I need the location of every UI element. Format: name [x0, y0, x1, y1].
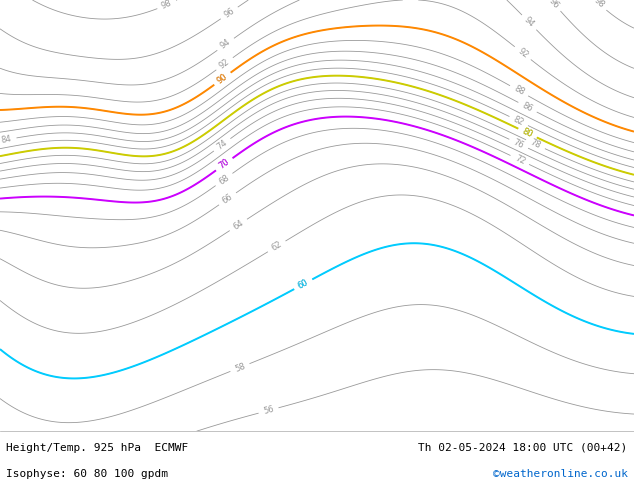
- Text: 80: 80: [521, 127, 534, 140]
- Text: 66: 66: [221, 192, 235, 206]
- Text: 98: 98: [160, 0, 174, 11]
- Text: 70: 70: [217, 157, 231, 171]
- Text: 68: 68: [217, 172, 231, 186]
- Text: 60: 60: [297, 278, 310, 291]
- Text: 98: 98: [592, 0, 605, 10]
- Text: 62: 62: [270, 240, 283, 253]
- Text: 94: 94: [522, 16, 536, 29]
- Text: Isophyse: 60 80 100 gpdm: Isophyse: 60 80 100 gpdm: [6, 468, 169, 479]
- Text: 80: 80: [521, 127, 534, 140]
- Text: 88: 88: [512, 84, 526, 98]
- Text: 56: 56: [262, 405, 275, 416]
- Text: 94: 94: [219, 38, 233, 51]
- Text: 92: 92: [516, 47, 529, 60]
- Text: 92: 92: [217, 57, 231, 71]
- Text: 76: 76: [512, 137, 526, 150]
- Text: 78: 78: [529, 138, 542, 150]
- Text: 82: 82: [512, 115, 526, 127]
- Text: Th 02-05-2024 18:00 UTC (00+42): Th 02-05-2024 18:00 UTC (00+42): [418, 442, 628, 453]
- Text: 64: 64: [231, 218, 245, 232]
- Text: 96: 96: [547, 0, 560, 10]
- Text: 90: 90: [216, 72, 230, 85]
- Text: 90: 90: [216, 72, 230, 85]
- Text: Height/Temp. 925 hPa  ECMWF: Height/Temp. 925 hPa ECMWF: [6, 442, 188, 453]
- Text: 58: 58: [233, 361, 247, 374]
- Text: 96: 96: [223, 6, 236, 20]
- Text: 84: 84: [1, 134, 13, 145]
- Text: 74: 74: [215, 138, 229, 151]
- Text: 72: 72: [513, 153, 526, 166]
- Text: ©weatheronline.co.uk: ©weatheronline.co.uk: [493, 468, 628, 479]
- Text: 60: 60: [297, 278, 310, 291]
- Text: 86: 86: [521, 101, 534, 114]
- Text: 70: 70: [217, 157, 231, 171]
